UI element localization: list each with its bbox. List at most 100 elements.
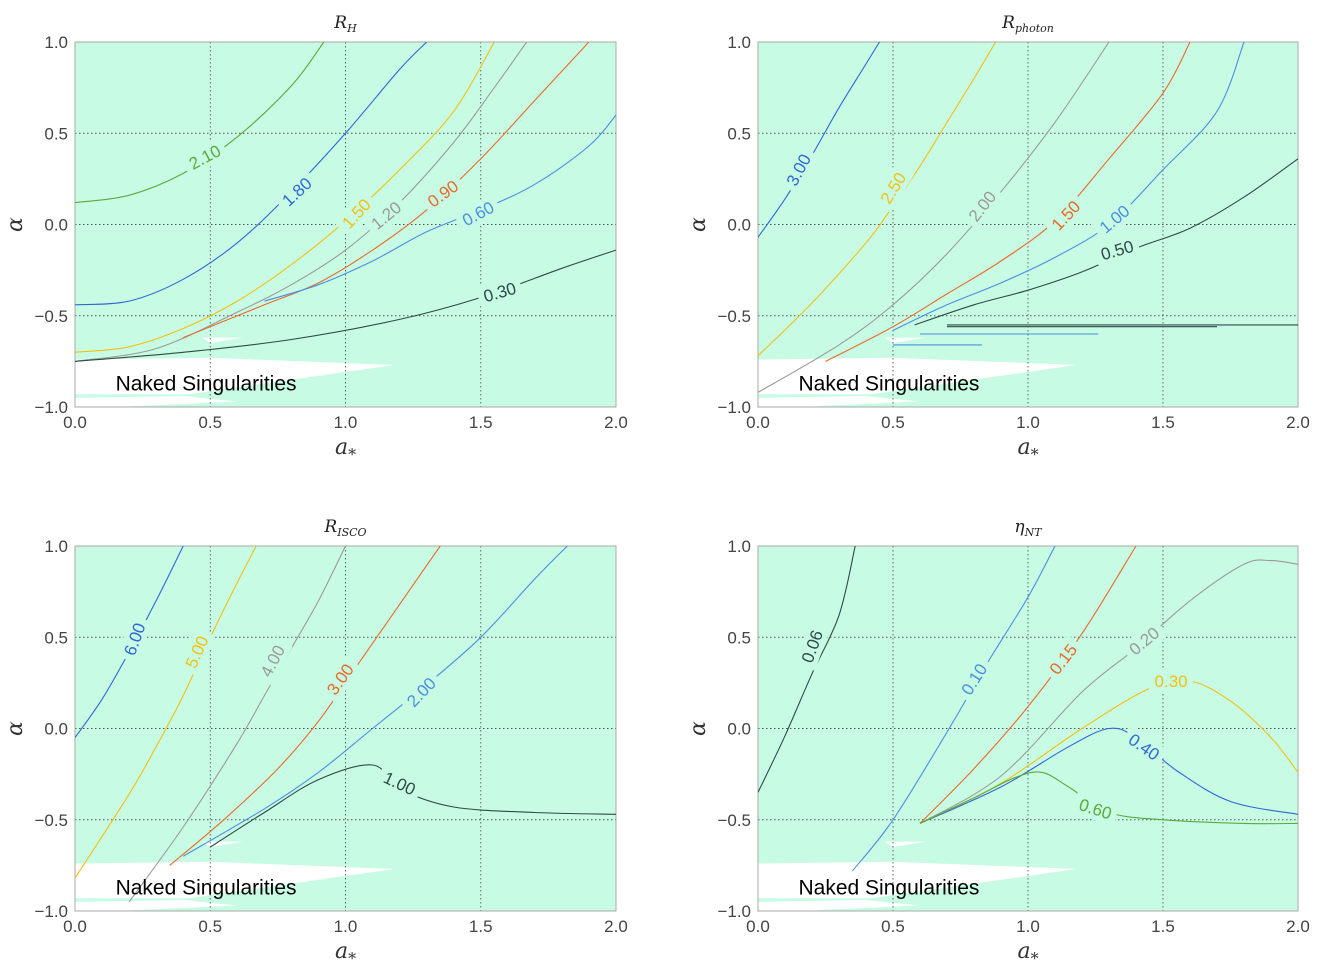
y-tick-label: 0.0 bbox=[727, 216, 751, 235]
x-tick-label: 0.0 bbox=[63, 413, 87, 432]
x-tick-label: 2.0 bbox=[1286, 917, 1310, 936]
contour-line bbox=[825, 42, 1191, 362]
y-tick-label: −0.5 bbox=[717, 307, 751, 326]
y-tick-label: 0.0 bbox=[44, 216, 68, 235]
axes-frame bbox=[757, 545, 1299, 912]
panel-title: Rphoton bbox=[1001, 13, 1054, 35]
contour-label: 0.30 bbox=[1155, 672, 1188, 691]
region-label: Naked Singularities bbox=[799, 372, 980, 395]
contour-line bbox=[758, 42, 880, 238]
contour-line bbox=[169, 546, 441, 866]
y-tick-label: 1.0 bbox=[44, 33, 68, 52]
contour-line bbox=[75, 42, 428, 306]
y-axis-label: α bbox=[3, 721, 28, 736]
region-label: Naked Singularities bbox=[116, 372, 297, 395]
contour-line bbox=[892, 42, 1245, 331]
y-tick-label: 1.0 bbox=[727, 33, 751, 52]
y-tick-label: 0.0 bbox=[727, 720, 751, 739]
y-tick-label: −0.5 bbox=[34, 811, 68, 830]
x-tick-label: 0.5 bbox=[198, 413, 222, 432]
x-tick-label: 0.0 bbox=[63, 917, 87, 936]
contour-lines bbox=[758, 42, 1298, 393]
x-tick-label: 1.0 bbox=[334, 413, 358, 432]
y-tick-label: 0.5 bbox=[44, 628, 68, 647]
region-label: Naked Singularities bbox=[116, 876, 297, 899]
contour-line bbox=[128, 546, 346, 903]
y-tick-label: 0.5 bbox=[727, 124, 751, 143]
y-tick-label: −1.0 bbox=[717, 902, 751, 921]
y-tick-label: −1.0 bbox=[34, 902, 68, 921]
x-tick-label: 1.5 bbox=[469, 917, 493, 936]
y-axis-label: α bbox=[686, 721, 711, 736]
x-axis-label: a* bbox=[1017, 939, 1038, 963]
grid bbox=[758, 546, 1298, 911]
x-tick-label: 2.0 bbox=[1286, 413, 1310, 432]
region-label: Naked Singularities bbox=[799, 876, 980, 899]
contour-line bbox=[758, 42, 1110, 393]
contour-line bbox=[852, 546, 1056, 872]
naked-singularity-patch bbox=[884, 841, 926, 848]
naked-singularity-sliver bbox=[758, 900, 920, 911]
x-tick-label: 0.5 bbox=[198, 917, 222, 936]
x-tick-label: 2.0 bbox=[604, 413, 628, 432]
x-tick-label: 0.5 bbox=[881, 917, 905, 936]
x-tick-label: 1.5 bbox=[1151, 413, 1175, 432]
grid bbox=[758, 42, 1298, 407]
panel-title: RISCO bbox=[323, 517, 366, 539]
y-axis-label: α bbox=[3, 217, 28, 232]
contour-lines bbox=[75, 42, 616, 362]
naked-singularity-region bbox=[758, 861, 1077, 899]
x-tick-label: 1.5 bbox=[1151, 917, 1175, 936]
x-axis-label: a* bbox=[335, 939, 356, 963]
x-tick-label: 0.0 bbox=[746, 413, 770, 432]
contour-line bbox=[182, 42, 590, 339]
x-axis-label: a* bbox=[335, 435, 356, 464]
axes-frame bbox=[757, 41, 1299, 408]
y-tick-label: 0.0 bbox=[44, 720, 68, 739]
naked-singularity-patch bbox=[884, 337, 926, 344]
naked-singularity-sliver bbox=[758, 396, 920, 407]
contour-line bbox=[919, 727, 1298, 824]
y-tick-label: 0.5 bbox=[44, 124, 68, 143]
x-tick-label: 1.0 bbox=[1016, 413, 1040, 432]
contour-line bbox=[75, 42, 495, 353]
x-axis-label: a* bbox=[1017, 435, 1038, 464]
y-tick-label: 1.0 bbox=[44, 537, 68, 556]
contour-line bbox=[75, 42, 528, 362]
grid bbox=[75, 546, 616, 911]
y-axis-label: α bbox=[686, 217, 711, 232]
y-tick-label: 1.0 bbox=[727, 537, 751, 556]
naked-singularity-region bbox=[758, 357, 1077, 395]
grid bbox=[75, 42, 616, 407]
contour-line bbox=[919, 771, 1298, 825]
x-tick-label: 2.0 bbox=[604, 917, 628, 936]
contour-line bbox=[182, 546, 568, 857]
y-tick-label: −0.5 bbox=[717, 811, 751, 830]
contour-line bbox=[75, 546, 257, 879]
y-tick-label: −1.0 bbox=[717, 398, 751, 417]
x-tick-label: 0.0 bbox=[746, 917, 770, 936]
y-tick-label: 0.5 bbox=[727, 628, 751, 647]
x-tick-label: 1.5 bbox=[469, 413, 493, 432]
y-tick-label: −0.5 bbox=[34, 307, 68, 326]
x-tick-label: 1.0 bbox=[334, 917, 358, 936]
contour-line bbox=[758, 546, 856, 793]
panel-title: ηNT bbox=[1014, 517, 1043, 539]
naked-singularity-sliver bbox=[75, 396, 238, 407]
contour-line bbox=[919, 546, 1137, 824]
x-tick-label: 1.0 bbox=[1016, 917, 1040, 936]
axes-frame bbox=[74, 41, 617, 408]
naked-singularity-region bbox=[75, 357, 395, 395]
y-tick-label: −1.0 bbox=[34, 398, 68, 417]
naked-singularity-patch bbox=[202, 337, 243, 344]
panel-title: RH bbox=[333, 13, 357, 35]
x-tick-label: 0.5 bbox=[881, 413, 905, 432]
naked-singularity-sliver bbox=[75, 900, 238, 911]
contour-line bbox=[75, 249, 616, 362]
naked-singularity-region bbox=[75, 861, 395, 899]
